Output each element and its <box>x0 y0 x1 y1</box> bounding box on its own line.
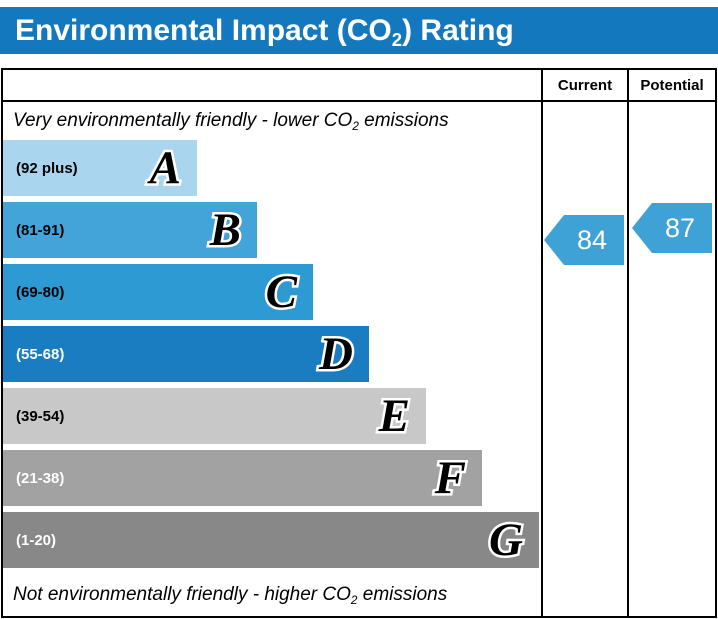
band-g-letter: G <box>487 513 526 566</box>
page-title: Environmental Impact (CO2) Rating <box>0 7 718 54</box>
current-rating-arrow: 84 <box>544 215 624 265</box>
chart-body: Very environmentally friendly - lower CO… <box>3 102 715 616</box>
band-e-letter: E <box>376 389 412 442</box>
bottom-caption-text-end: emissions <box>357 584 448 605</box>
top-caption-text-end: emissions <box>358 110 449 131</box>
bottom-caption: Not environmentally friendly - higher CO… <box>3 574 541 616</box>
band-g-range: (1-20) <box>16 531 57 549</box>
bottom-caption-text: Not environmentally friendly - higher CO <box>13 584 351 605</box>
band-b-range: (81-91) <box>16 221 65 239</box>
band-b: (81-91) B <box>3 202 257 258</box>
rating-bands-column: Very environmentally friendly - lower CO… <box>3 102 541 616</box>
band-c-letter: C <box>263 265 299 318</box>
band-d: (55-68) D <box>3 326 369 382</box>
band-e: (39-54) E <box>3 388 426 444</box>
band-e-range: (39-54) <box>16 407 65 425</box>
chart-header-row: Current Potential <box>3 70 715 102</box>
top-caption-text: Very environmentally friendly - lower CO <box>13 110 353 131</box>
band-c: (69-80) C <box>3 264 313 320</box>
band-d-letter: D <box>317 327 356 380</box>
top-caption: Very environmentally friendly - lower CO… <box>3 102 541 140</box>
page-title-text-end: ) Rating <box>402 14 514 47</box>
potential-rating-column: 87 <box>627 102 715 616</box>
column-header-current: Current <box>541 70 627 100</box>
band-f-letter: F <box>432 451 468 504</box>
band-a-range: (92 plus) <box>16 159 78 177</box>
band-d-range: (55-68) <box>16 345 65 363</box>
rating-chart: Current Potential Very environmentally f… <box>1 68 717 618</box>
page-title-text: Environmental Impact (CO <box>15 14 392 47</box>
current-rating-column: 84 <box>541 102 627 616</box>
top-caption-subscript: 2 <box>352 119 359 133</box>
potential-rating-arrow: 87 <box>632 203 712 253</box>
bottom-caption-subscript: 2 <box>350 593 358 607</box>
band-g: (1-20) G <box>3 512 539 568</box>
band-b-letter: B <box>207 203 243 256</box>
band-f: (21-38) F <box>3 450 482 506</box>
column-header-potential: Potential <box>627 70 715 100</box>
band-f-range: (21-38) <box>16 469 65 487</box>
band-a-letter: A <box>147 141 183 194</box>
band-c-range: (69-80) <box>16 283 65 301</box>
band-a: (92 plus) A <box>3 140 197 196</box>
chart-header-spacer <box>3 70 541 100</box>
page-title-subscript: 2 <box>391 28 403 50</box>
